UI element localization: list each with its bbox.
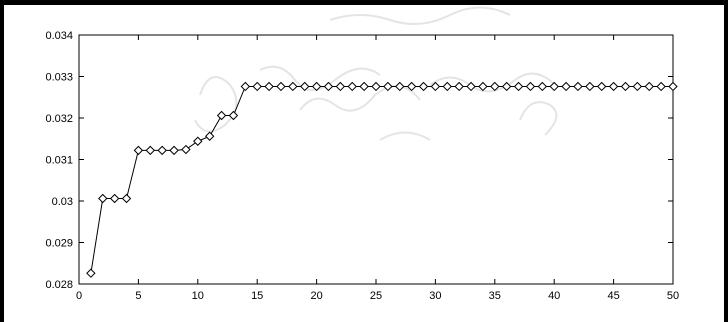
y-tick-label: 0.03 — [52, 196, 73, 208]
data-point-marker — [216, 110, 227, 121]
data-point-marker — [478, 81, 488, 92]
y-axis: 0.028 0.029 0.03 0.031 0.032 0.033 0.034 — [45, 30, 673, 291]
data-point-marker — [490, 81, 500, 92]
data-point-marker — [133, 145, 144, 156]
y-tick-label: 0.029 — [45, 238, 73, 250]
data-point-marker — [501, 81, 512, 92]
data-point-marker — [157, 145, 167, 156]
x-tick-label: 40 — [548, 290, 560, 302]
data-point-marker — [240, 81, 251, 92]
y-tick-label: 0.031 — [45, 155, 73, 167]
series-0 — [86, 81, 678, 278]
data-point-marker — [454, 81, 464, 92]
data-point-marker — [359, 81, 369, 92]
data-point-marker — [252, 81, 262, 92]
data-point-marker — [264, 81, 274, 92]
data-point-marker — [525, 81, 536, 92]
data-point-marker — [442, 81, 452, 92]
x-tick-label: 10 — [192, 290, 204, 302]
data-point-marker — [371, 81, 381, 92]
x-tick-label: 15 — [251, 290, 263, 302]
x-tick-label: 35 — [489, 290, 501, 302]
y-tick-label: 0.034 — [45, 30, 73, 42]
data-point-marker — [335, 81, 346, 92]
data-point-marker — [181, 144, 191, 155]
data-point-marker — [300, 81, 310, 92]
x-tick-label: 50 — [667, 290, 679, 302]
data-point-marker — [395, 81, 405, 92]
y-tick-label: 0.032 — [45, 113, 73, 125]
x-tick-label: 45 — [607, 290, 619, 302]
series-line — [90, 85, 673, 274]
data-point-marker — [597, 81, 607, 92]
data-point-marker — [513, 81, 524, 92]
data-point-marker — [86, 268, 96, 278]
data-point-marker — [347, 81, 357, 92]
data-point-marker — [573, 81, 583, 92]
x-tick-label: 20 — [310, 290, 322, 302]
data-point-marker — [585, 81, 595, 92]
x-axis: 0 5 10 15 20 25 30 35 40 45 50 — [76, 35, 679, 302]
data-point-marker — [644, 81, 654, 92]
x-tick-label: 0 — [76, 290, 82, 302]
x-tick-label: 25 — [370, 290, 382, 302]
data-point-marker — [406, 81, 417, 92]
y-tick-label: 0.028 — [45, 279, 73, 291]
data-point-marker — [121, 193, 132, 204]
data-point-marker — [561, 81, 571, 92]
data-point-marker — [145, 145, 155, 156]
data-point-marker — [549, 81, 559, 92]
data-point-marker — [98, 193, 108, 204]
data-point-marker — [276, 81, 286, 92]
data-point-marker — [430, 81, 441, 92]
data-point-marker — [169, 145, 179, 156]
data-point-marker — [288, 81, 298, 92]
data-point-marker — [193, 136, 203, 146]
data-point-marker — [466, 81, 476, 92]
data-point-marker — [656, 81, 666, 92]
data-point-marker — [632, 81, 643, 92]
plot-area — [78, 34, 674, 285]
x-tick-label: 5 — [135, 290, 141, 302]
data-point-marker — [620, 81, 631, 92]
y-tick-label: 0.033 — [45, 72, 73, 84]
data-point-marker — [383, 81, 393, 92]
data-point-marker — [311, 81, 322, 92]
data-point-marker — [204, 131, 215, 141]
data-point-marker — [228, 110, 239, 121]
x-tick-label: 30 — [429, 290, 441, 302]
data-point-marker — [323, 81, 334, 92]
data-point-marker — [537, 81, 548, 92]
data-point-marker — [109, 193, 120, 204]
data-point-marker — [418, 81, 429, 92]
data-point-marker — [668, 81, 678, 92]
data-point-marker — [608, 81, 619, 92]
